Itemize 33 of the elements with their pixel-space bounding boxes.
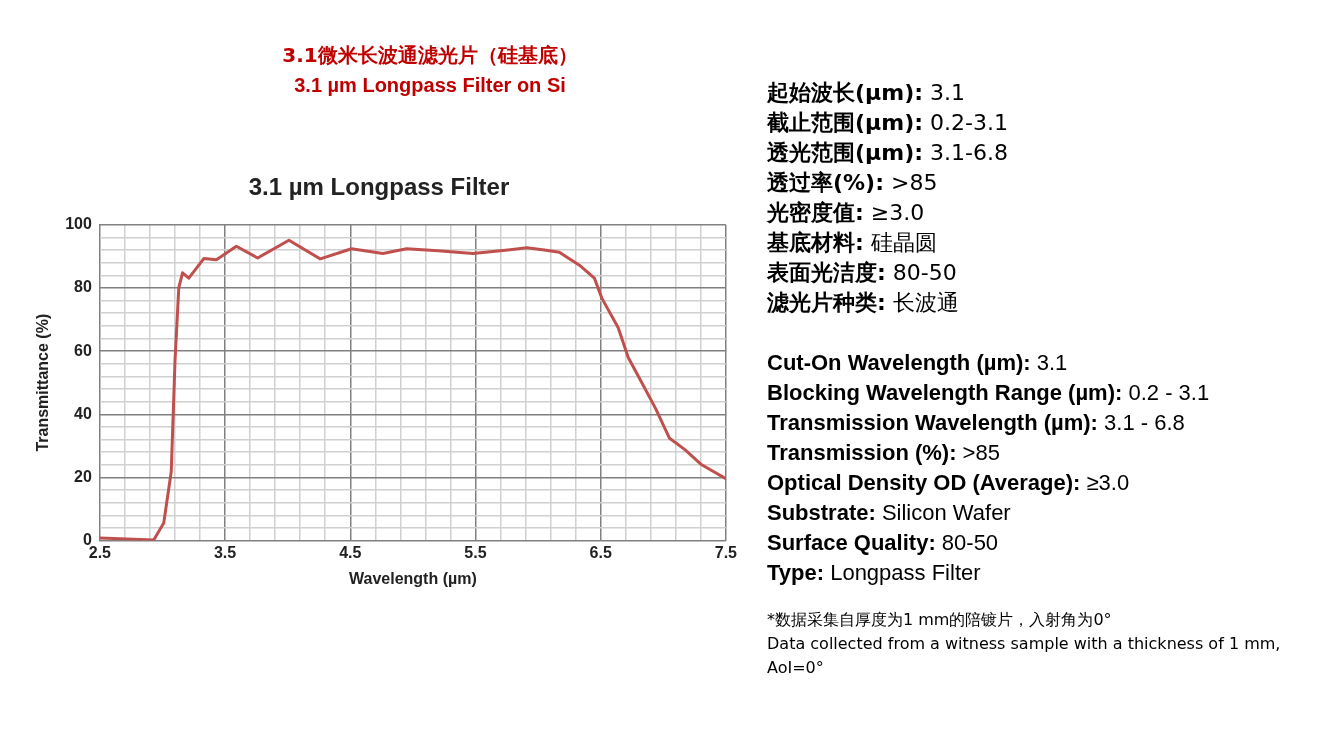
y-tick-label: 40 [74,404,92,422]
text: 截止范围(µm): 0.2-3.1 [767,109,1009,137]
y-tick-label: 60 [74,341,92,359]
text: 基底材料: 硅晶圆 [767,229,938,257]
text: 起始波长(µm): 3.1 [767,79,966,107]
text: Substrate: Silicon Wafer [767,499,1012,527]
chart-title: 3.1 µm Longpass Filter [248,173,510,201]
x-tick-label: 3.5 [213,543,237,561]
text: Blocking Wavelength Range (µm): 0.2 - 3.1 [767,379,1211,407]
text: 表面光洁度: 80-50 [767,259,958,287]
x-axis-title: Wavelength (µm) [349,569,477,587]
x-tick-label: 4.5 [339,543,362,561]
text: 透过率(%): >85 [767,169,939,197]
text: 光密度值: ≥3.0 [767,199,926,227]
x-tick-label: 6.5 [589,543,612,561]
text: Transmission (%): >85 [767,439,1001,467]
text: 3.1微米长波通滤光片（硅基底） [281,42,579,69]
text: 滤光片种类: 长波通 [767,289,960,317]
y-tick-label: 100 [65,215,92,233]
text: Cut-On Wavelength (µm): 3.1 [767,349,1069,377]
text: 3.1 µm Longpass Filter on Si [293,73,567,98]
y-tick-label: 20 [74,467,92,485]
text: Optical Density OD (Average): ≥3.0 [767,469,1131,497]
text: 透光范围(µm): 3.1-6.8 [767,139,1009,167]
text: *数据采集自厚度为1 mm的陪镀片，入射角为0° [767,609,1113,631]
x-tick-label: 7.5 [714,543,738,561]
x-tick-label: 5.5 [464,543,487,561]
text: Transmission Wavelength (µm): 3.1 - 6.8 [767,409,1186,437]
text: Data collected from a witness sample with a thickness of 1 mm, AoI=0° [767,633,1282,679]
y-axis-title: Transmittance (%) [34,313,52,452]
y-tick-label: 80 [74,278,92,296]
text: Type: Longpass Filter [767,559,982,587]
text: Surface Quality: 80-50 [767,529,1000,557]
